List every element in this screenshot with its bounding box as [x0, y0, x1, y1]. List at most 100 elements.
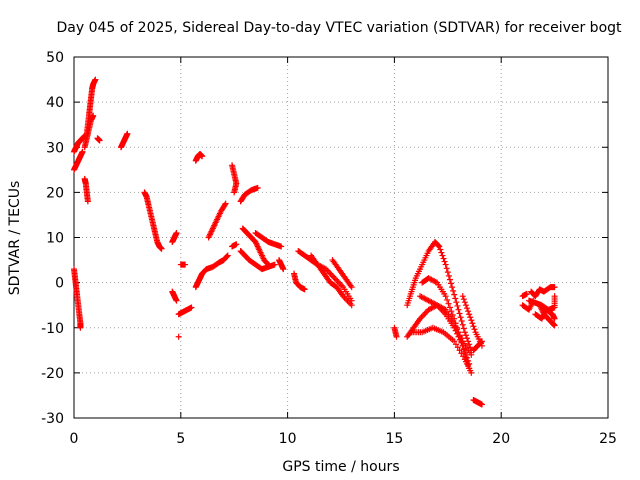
data-point	[271, 261, 278, 268]
data-point	[199, 153, 206, 160]
data-point	[455, 306, 462, 313]
data-point	[461, 350, 468, 357]
data-point	[469, 320, 476, 327]
data-point	[224, 253, 231, 260]
data-point	[438, 249, 445, 256]
data-point	[465, 338, 472, 345]
y-tick-label: -10	[41, 321, 64, 337]
series-arc-29	[391, 324, 400, 340]
data-point	[454, 302, 461, 309]
data-point	[459, 293, 466, 300]
data-point	[188, 304, 195, 311]
data-point	[173, 229, 180, 236]
x-tick-label: 10	[279, 431, 297, 447]
data-point	[551, 322, 558, 329]
data-point	[461, 329, 468, 336]
data-point	[470, 323, 477, 330]
data-point	[440, 255, 447, 262]
data-point	[222, 200, 229, 207]
data-point	[278, 243, 285, 250]
data-point	[451, 291, 458, 298]
data-point	[348, 302, 355, 309]
data-point	[478, 401, 485, 408]
series-arc-17	[205, 200, 229, 241]
series-arc-03	[71, 266, 84, 331]
series-arc-01	[71, 148, 86, 173]
data-point	[468, 317, 475, 324]
data-point	[448, 308, 455, 315]
data-point	[467, 344, 474, 351]
data-point	[96, 137, 103, 144]
data-point	[348, 284, 355, 291]
data-point	[460, 296, 467, 303]
series-arc-08	[117, 130, 131, 151]
series-arc-24	[276, 257, 287, 273]
data-point	[444, 269, 451, 276]
data-point	[468, 351, 475, 358]
series-arc-25	[291, 270, 308, 293]
data-point	[464, 305, 471, 312]
series-arc-11	[169, 288, 180, 304]
series-arc-35	[459, 293, 485, 349]
y-tick-label: 10	[46, 231, 64, 247]
x-axis-ticks: 0 5 10 15 20 25	[70, 57, 617, 447]
data-point	[452, 295, 459, 302]
x-tick-label: 20	[492, 431, 510, 447]
data-point	[449, 311, 456, 318]
data-point	[471, 326, 478, 333]
series-arc-20	[237, 184, 261, 205]
series-arc-15	[192, 151, 206, 164]
data-point	[464, 357, 471, 364]
data-point	[92, 76, 99, 83]
x-tick-label: 15	[385, 431, 403, 447]
data-point	[443, 265, 450, 272]
data-point	[462, 354, 469, 361]
data-point	[456, 333, 463, 340]
y-tick-label: 20	[46, 185, 64, 201]
series-arc-34	[419, 275, 473, 372]
series-arc-28	[329, 257, 355, 291]
data-point	[452, 341, 459, 348]
data-point	[182, 261, 189, 268]
data-point	[465, 308, 472, 315]
x-tick-label: 5	[176, 431, 185, 447]
data-point	[460, 346, 467, 353]
data-point	[84, 198, 91, 205]
data-point	[449, 284, 456, 291]
data-point	[459, 342, 466, 349]
series-arc-43	[532, 306, 558, 322]
data-point	[453, 299, 460, 306]
data-point	[446, 304, 453, 311]
x-axis-label: GPS time / hours	[282, 459, 399, 475]
data-point	[465, 361, 472, 368]
series-arc-38	[519, 290, 530, 300]
y-tick-label: -20	[41, 366, 64, 382]
y-tick-label: 40	[46, 95, 64, 111]
data-point	[459, 321, 466, 328]
data-point	[436, 243, 443, 250]
data-point	[442, 293, 449, 300]
y-axis-ticks: -30 -20 -10 0 10 20 30 40 50	[41, 50, 608, 427]
data-point	[458, 338, 465, 345]
data-point	[224, 252, 231, 259]
data-point	[478, 339, 485, 346]
y-tick-label: 0	[55, 276, 64, 292]
data-point	[448, 280, 455, 287]
data-point	[456, 310, 463, 317]
data-point	[468, 369, 475, 376]
data-point	[454, 344, 461, 351]
data-point	[173, 297, 180, 304]
data-point	[464, 335, 471, 342]
series-arc-37	[470, 396, 485, 408]
series-arc-19	[229, 241, 240, 250]
data-point	[452, 320, 459, 327]
series-arc-21	[239, 225, 272, 268]
data-point	[467, 314, 474, 321]
y-axis-label: SDTVAR / TECUs	[7, 181, 23, 296]
series-arc-16	[192, 252, 231, 291]
series-arc-30	[404, 239, 475, 354]
data-point	[437, 246, 444, 253]
series-arc-36	[470, 338, 485, 354]
series-arc-22	[237, 248, 278, 273]
